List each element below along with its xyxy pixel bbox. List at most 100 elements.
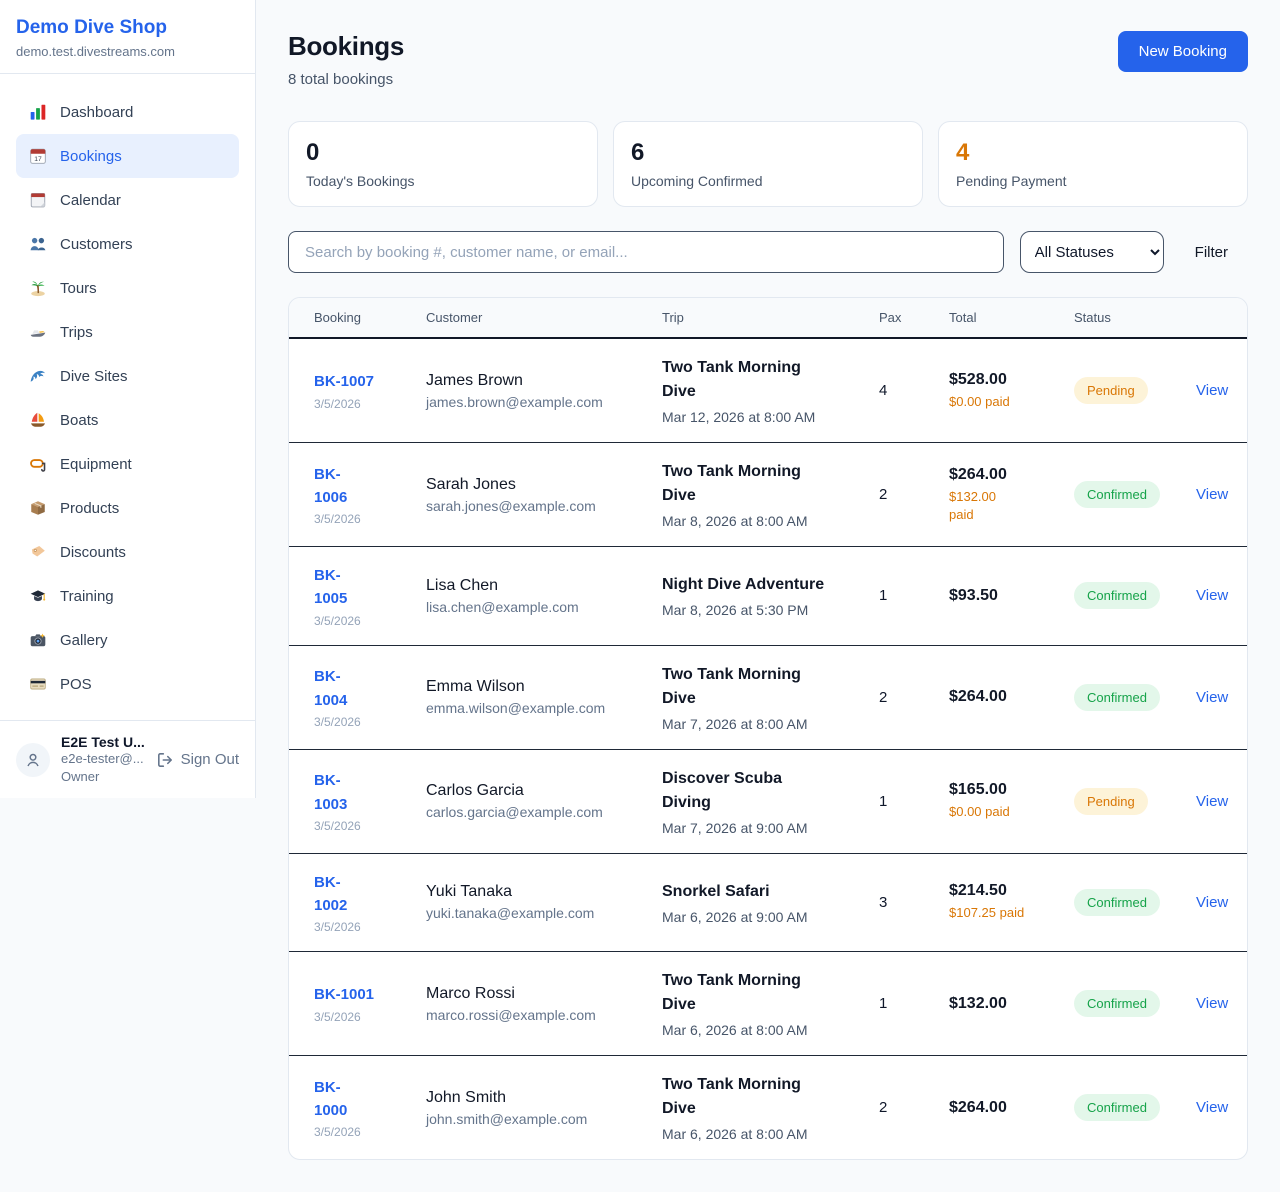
table-row: BK-1001 3/5/2026 Marco Rossi marco.rossi… (289, 952, 1247, 1056)
sidebar-item-trips[interactable]: Trips (16, 310, 239, 354)
shop-domain: demo.test.divestreams.com (16, 44, 175, 59)
page-subtitle: 8 total bookings (288, 71, 394, 88)
view-link[interactable]: View (1196, 1099, 1229, 1116)
trip-name: Two Tank Morning Dive (662, 972, 801, 1013)
sign-out-label: Sign Out (180, 751, 239, 769)
status-filter-select[interactable]: All Statuses (1019, 231, 1164, 273)
total-amount: $165.00 (949, 781, 1007, 799)
shop-name: Demo Dive Shop (16, 17, 167, 38)
stat-card: 4 Pending Payment (938, 121, 1248, 207)
trip-datetime: Mar 12, 2026 at 8:00 AM (662, 409, 816, 425)
paid-amount: $0.00 paid (949, 804, 1010, 820)
booking-number-link[interactable]: BK- 1004 (314, 668, 348, 709)
sidebar-item-products[interactable]: Products (16, 486, 239, 530)
sign-out-button[interactable]: Sign Out (156, 751, 239, 769)
booking-date: 3/5/2026 (314, 1125, 361, 1140)
customer-name: Emma Wilson (426, 678, 525, 695)
sidebar-item-pos[interactable]: POS (16, 662, 239, 706)
booking-number-link[interactable]: BK- 1006 (314, 465, 348, 506)
customer-name: Yuki Tanaka (426, 883, 512, 901)
column-header-total: Total (937, 298, 1062, 339)
total-amount: $528.00 (949, 370, 1007, 388)
sidebar-item-label: Dive Sites (60, 367, 128, 385)
sidebar-item-bookings[interactable]: 17 Bookings (16, 134, 239, 178)
sidebar-item-label: Gallery (60, 631, 108, 649)
sidebar-item-boats[interactable]: Boats (16, 398, 239, 442)
column-header-status: Status (1062, 298, 1184, 339)
booking-number-link[interactable]: BK- 1003 (314, 772, 348, 813)
sidebar-item-label: Boats (60, 411, 99, 429)
booking-number-link[interactable]: BK- 1000 (314, 1078, 348, 1119)
pax-count: 1 (879, 792, 888, 810)
sidebar-item-calendar[interactable]: Calendar (16, 178, 239, 222)
customer-email: lisa.chen@example.com (426, 598, 579, 615)
view-link[interactable]: View (1196, 688, 1229, 706)
search-input[interactable] (288, 231, 1004, 273)
view-link[interactable]: View (1196, 792, 1229, 810)
booking-number-link[interactable]: BK- 1005 (314, 567, 348, 608)
sidebar-item-tours[interactable]: Tours (16, 266, 239, 310)
trip-datetime: Mar 7, 2026 at 9:00 AM (662, 819, 808, 836)
trip-name: Two Tank Morning Dive (662, 359, 801, 400)
view-link[interactable]: View (1196, 587, 1229, 605)
table-header-row: Booking Customer Trip Pax Total Status (289, 298, 1247, 339)
sidebar-item-dive-sites[interactable]: Dive Sites (16, 354, 239, 398)
user-info: E2E Test U... e2e-tester@... Owner (61, 734, 145, 785)
column-header-pax: Pax (867, 298, 937, 339)
total-amount: $264.00 (949, 1098, 1007, 1116)
bookings-icon: 17 (29, 147, 47, 165)
booking-number-link[interactable]: BK-1007 (314, 373, 375, 391)
booking-number-link[interactable]: BK- 1002 (314, 873, 348, 914)
customer-email: yuki.tanaka@example.com (426, 905, 595, 922)
equipment-icon (29, 455, 47, 473)
column-header-booking: Booking (289, 298, 414, 339)
customer-name: John Smith (426, 1088, 507, 1106)
table-row: BK-1007 3/5/2026 James Brown james.brown… (289, 338, 1247, 443)
main-content: Bookings 8 total bookings New Booking 0 … (256, 0, 1280, 1192)
column-header-actions (1184, 298, 1247, 339)
booking-date: 3/5/2026 (314, 818, 361, 833)
sidebar-item-label: Tours (60, 279, 97, 297)
view-link[interactable]: View (1196, 893, 1229, 911)
booking-number-link[interactable]: BK-1001 (314, 986, 375, 1004)
view-link[interactable]: View (1196, 382, 1229, 399)
stat-value: 4 (956, 139, 970, 166)
calendar-icon (29, 191, 47, 209)
sidebar-item-dashboard[interactable]: Dashboard (16, 90, 239, 134)
sidebar-item-discounts[interactable]: Discounts (16, 530, 239, 574)
customer-name: Marco Rossi (426, 984, 515, 1002)
avatar (16, 742, 50, 777)
customer-email: john.smith@example.com (426, 1110, 588, 1127)
stat-value: 0 (306, 139, 320, 166)
table-row: BK- 1004 3/5/2026 Emma Wilson emma.wilson… (289, 645, 1247, 749)
view-link[interactable]: View (1196, 995, 1229, 1012)
view-link[interactable]: View (1196, 486, 1229, 503)
dashboard-icon (29, 103, 47, 121)
new-booking-button[interactable]: New Booking (1117, 31, 1248, 72)
stat-label: Pending Payment (956, 173, 1067, 189)
sidebar-item-label: Training (60, 587, 114, 605)
pax-count: 1 (879, 995, 888, 1012)
trip-datetime: Mar 8, 2026 at 8:00 AM (662, 513, 808, 529)
gallery-icon (29, 631, 47, 649)
sidebar: Demo Dive Shop demo.test.divestreams.com… (0, 0, 256, 799)
sidebar-item-training[interactable]: Training (16, 574, 239, 618)
sidebar-item-equipment[interactable]: Equipment (16, 442, 239, 486)
trip-name: Two Tank Morning Dive (662, 1076, 801, 1117)
pax-count: 2 (879, 688, 888, 706)
sidebar-item-label: Discounts (60, 543, 126, 561)
table-row: BK- 1003 3/5/2026 Carlos Garcia carlos.ga… (289, 749, 1247, 853)
sign-out-icon (156, 751, 174, 769)
page-title: Bookings (288, 31, 405, 61)
stat-value: 6 (631, 139, 645, 166)
sidebar-item-gallery[interactable]: Gallery (16, 618, 239, 662)
sidebar-item-customers[interactable]: Customers (16, 222, 239, 266)
training-icon (29, 587, 47, 605)
sidebar-item-label: Customers (60, 235, 133, 253)
total-amount: $264.00 (949, 465, 1007, 483)
booking-date: 3/5/2026 (314, 512, 361, 527)
paid-amount: $132.00 paid (949, 488, 996, 522)
trip-name: Two Tank Morning Dive (662, 463, 801, 504)
trip-datetime: Mar 6, 2026 at 8:00 AM (662, 1022, 808, 1038)
filter-button[interactable]: Filter (1164, 244, 1248, 261)
